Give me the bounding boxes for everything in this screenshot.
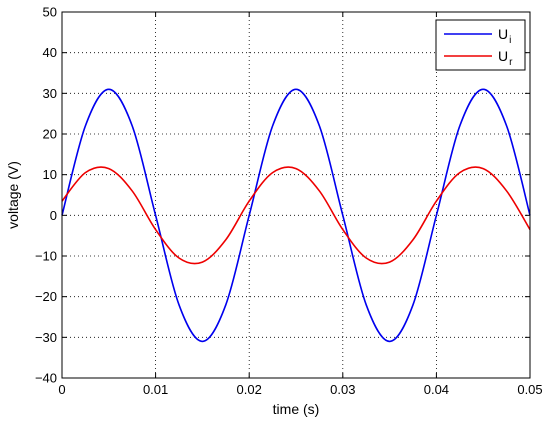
y-tick-label: −20 [35, 289, 57, 304]
series-line-u-i [61, 88, 531, 343]
legend-label-r: U [498, 48, 508, 64]
plot-frame [61, 11, 531, 379]
x-tick-label: 0.03 [330, 382, 355, 397]
x-tick-label: 0.02 [237, 382, 262, 397]
x-tick-label: 0.01 [143, 382, 168, 397]
y-tick-label: 30 [43, 86, 57, 101]
y-tick-label: −40 [35, 371, 57, 386]
legend-box [435, 19, 526, 71]
y-tick-label: 40 [43, 45, 57, 60]
grid-lines [62, 12, 530, 378]
axis-ticks: 0 0.01 0.02 0.03 0.04 0.05 −40 −30 −20 −10 0 10 20 30… [35, 5, 543, 398]
y-axis-label: voltage (V) [5, 161, 21, 229]
series-line-u-r [61, 166, 531, 265]
y-tick-label: 50 [43, 5, 57, 20]
y-tick-label: 20 [43, 127, 57, 142]
x-tick-label: 0.05 [517, 382, 542, 397]
x-tick-label: 0.04 [424, 382, 449, 397]
series-layer [61, 88, 531, 343]
y-tick-label: 10 [43, 167, 57, 182]
legend-subscript-i: i [509, 35, 511, 46]
y-tick-label: 0 [50, 208, 57, 223]
legend-label-i: U [498, 26, 508, 42]
y-tick-label: −10 [35, 249, 57, 264]
legend-subscript-r: r [509, 57, 513, 68]
x-tick-label: 0 [58, 382, 65, 397]
x-axis-label: time (s) [273, 401, 320, 417]
y-tick-label: −30 [35, 330, 57, 345]
